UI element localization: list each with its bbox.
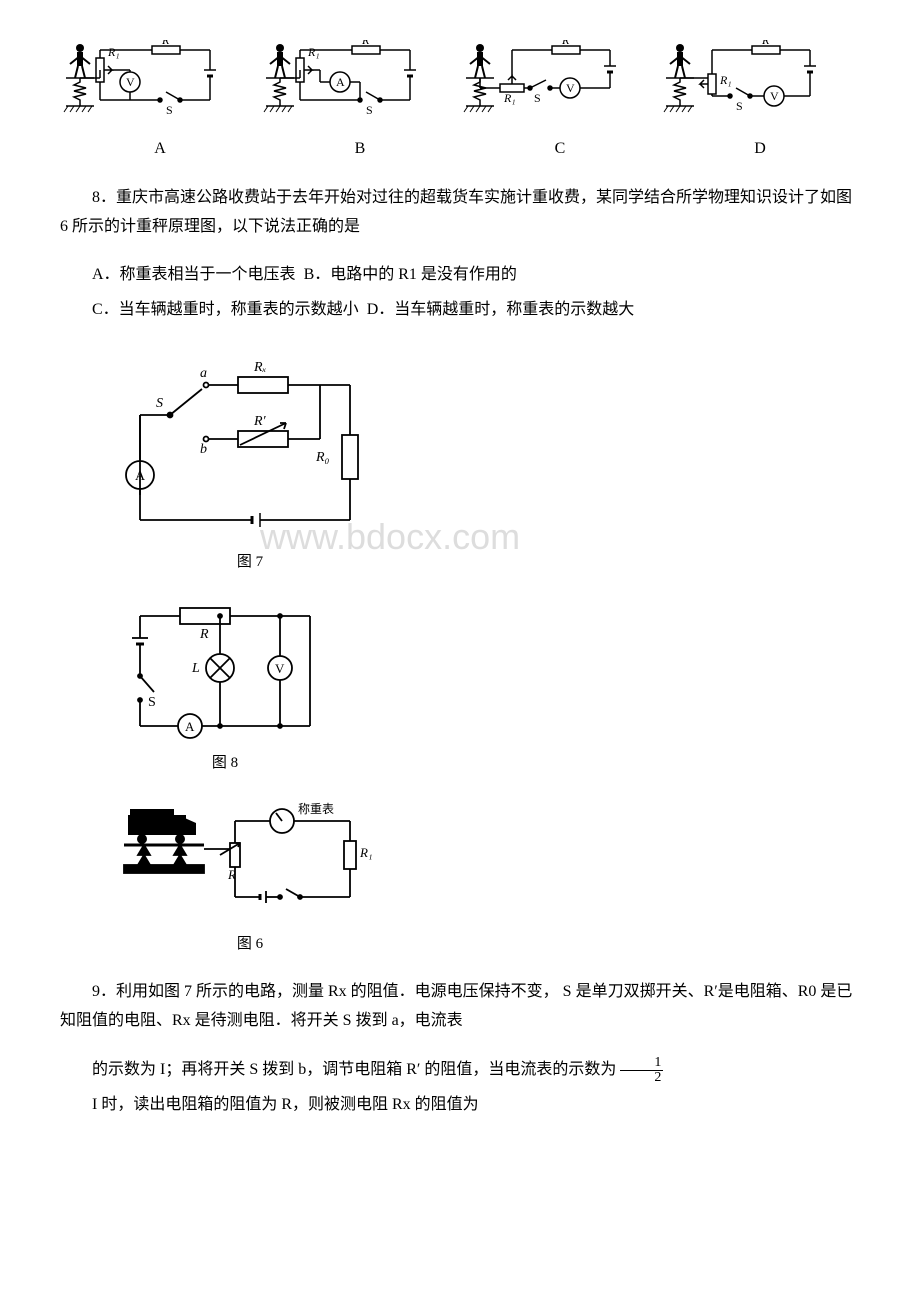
- circuit-b-svg: R₁ A R S: [260, 40, 440, 130]
- svg-text:R: R: [561, 40, 570, 47]
- q9-frac-den: 2: [620, 1071, 663, 1085]
- svg-text:S: S: [156, 396, 163, 411]
- svg-text:R: R: [199, 627, 209, 642]
- svg-text:V: V: [126, 75, 135, 89]
- q9-fraction: 1 2: [620, 1056, 663, 1085]
- svg-text:V: V: [275, 661, 285, 676]
- svg-text:称重表: 称重表: [298, 802, 334, 816]
- svg-text:R₁: R₁: [719, 73, 732, 87]
- svg-text:R: R: [361, 40, 370, 47]
- figure7-caption: 图 7: [120, 549, 380, 576]
- svg-text:S: S: [366, 103, 373, 117]
- circuit-a-label: A: [60, 135, 260, 164]
- figure6-block: R 称重表 R₁ 图 6: [120, 797, 860, 958]
- figure8-caption: 图 8: [120, 750, 330, 777]
- svg-text:A: A: [135, 469, 146, 484]
- svg-text:A: A: [336, 75, 345, 89]
- q9-stem3: I 时，读出电阻箱的阻值为 R，则被测电阻 Rx 的阻值为: [60, 1091, 860, 1120]
- circuit-a: R₁ V R: [60, 40, 260, 164]
- figure8-svg: R S A V: [120, 596, 330, 746]
- svg-text:b: b: [200, 442, 207, 457]
- circuit-d-label: D: [660, 135, 860, 164]
- svg-text:L: L: [191, 661, 200, 676]
- svg-text:a: a: [200, 366, 207, 381]
- figure7-block: A S a Rₓ b R′: [120, 345, 860, 576]
- circuit-c-svg: R₁ S V R: [460, 40, 640, 130]
- svg-text:R₁: R₁: [107, 45, 120, 59]
- svg-text:S: S: [534, 91, 541, 105]
- q9-stem2-prefix: 的示数为 I；再将开关 S 拨到 b，调节电阻箱 R′ 的阻值，当电流表的示数为: [92, 1061, 616, 1078]
- figure6-svg: R 称重表 R₁: [120, 797, 380, 927]
- circuit-c: R₁ S V R: [460, 40, 660, 164]
- svg-text:R₁: R₁: [503, 91, 516, 105]
- figure8-block: R S A V: [120, 596, 860, 777]
- circuit-b-label: B: [260, 135, 460, 164]
- figure6-caption: 图 6: [120, 931, 380, 958]
- svg-text:R₁: R₁: [307, 45, 320, 59]
- figure7-svg: A S a Rₓ b R′: [120, 345, 380, 545]
- q8-options-ab: A．称重表相当于一个电压表 B．电路中的 R1 是没有作用的: [60, 261, 860, 290]
- svg-text:V: V: [770, 89, 779, 103]
- q8-optA: A．称重表相当于一个电压表: [92, 266, 296, 283]
- circuit-d: R₁ R V S D: [660, 40, 860, 164]
- svg-text:S: S: [736, 99, 743, 113]
- svg-text:A: A: [185, 719, 195, 734]
- svg-text:R: R: [761, 40, 770, 47]
- svg-text:V: V: [566, 81, 575, 95]
- circuit-b: R₁ A R S B: [260, 40, 460, 164]
- svg-text:S: S: [166, 103, 173, 117]
- svg-text:Rₓ: Rₓ: [253, 360, 267, 375]
- svg-text:S: S: [148, 695, 156, 710]
- circuit-c-label: C: [460, 135, 660, 164]
- circuit-a-svg: R₁ V R: [60, 40, 240, 130]
- svg-text:R₁: R₁: [359, 845, 372, 860]
- circuit-d-svg: R₁ R V S: [660, 40, 840, 130]
- q8-stem: 8．重庆市高速公路收费站于去年开始对过往的超载货车实施计重收费，某同学结合所学物…: [60, 184, 860, 242]
- q9-stem2: 的示数为 I；再将开关 S 拨到 b，调节电阻箱 R′ 的阻值，当电流表的示数为…: [60, 1056, 860, 1085]
- q9-frac-num: 1: [620, 1056, 663, 1071]
- svg-text:R₀: R₀: [315, 450, 330, 465]
- top-circuit-row: R₁ V R: [60, 40, 860, 164]
- q8-optD: D．当车辆越重时，称重表的示数越大: [367, 301, 635, 318]
- svg-text:R: R: [161, 40, 170, 47]
- svg-text:R′: R′: [253, 414, 267, 429]
- q8-optC: C．当车辆越重时，称重表的示数越小: [92, 301, 359, 318]
- q9-stem1: 9．利用如图 7 所示的电路，测量 Rx 的阻值．电源电压保持不变， S 是单刀…: [60, 978, 860, 1036]
- q8-optB: B．电路中的 R1 是没有作用的: [304, 266, 517, 283]
- q8-options-cd: C．当车辆越重时，称重表的示数越小 D．当车辆越重时，称重表的示数越大: [60, 296, 860, 325]
